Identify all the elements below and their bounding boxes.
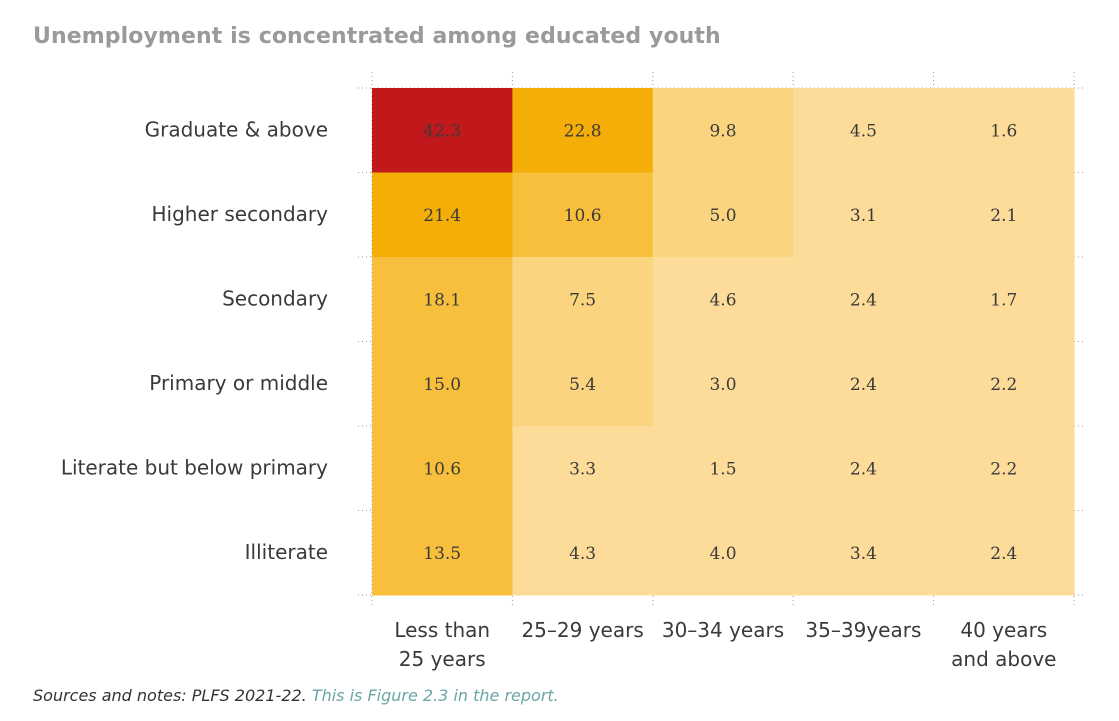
heatmap-cell <box>793 341 935 427</box>
column-label: 40 years and above <box>951 618 1056 671</box>
cell-value-label: 1.5 <box>709 459 736 479</box>
cell-value-label: 3.0 <box>709 375 736 395</box>
row-labels: Graduate & above Higher secondary Secondar… <box>61 117 328 564</box>
heatmap-cell <box>652 426 794 511</box>
cell-value-label: 4.6 <box>709 290 736 310</box>
cell-value-label: 13.5 <box>423 544 461 564</box>
heatmap-cell <box>652 172 794 258</box>
heatmap-cell <box>372 426 513 511</box>
cell-value-label: 2.4 <box>990 544 1017 564</box>
cell-value-label: 2.4 <box>850 290 877 310</box>
heatmap-cell <box>793 88 935 173</box>
cell-value-label: 5.4 <box>569 375 596 395</box>
cell-value-label: 10.6 <box>564 206 602 226</box>
heatmap-cell <box>793 426 935 511</box>
heatmap-cell <box>652 510 794 596</box>
row-label: Higher secondary <box>152 202 329 226</box>
chart-title: Unemployment is concentrated among educa… <box>33 24 721 49</box>
cell-value-label: 9.8 <box>709 121 736 141</box>
cell-value-label: 2.4 <box>850 459 877 479</box>
heatmap-cell <box>512 510 654 596</box>
heatmap-cell <box>372 510 513 596</box>
heatmap-cell <box>933 88 1075 173</box>
column-label: 35–39years <box>805 618 921 642</box>
heatmap-cell <box>933 172 1075 258</box>
row-label: Illiterate <box>245 540 328 564</box>
heatmap-cell <box>372 88 513 173</box>
heatmap-cell <box>512 88 654 173</box>
cell-value-label: 4.0 <box>709 544 736 564</box>
heatmap-cell <box>512 257 654 342</box>
cell-value-label: 21.4 <box>423 206 461 226</box>
heatmap-cell <box>372 257 513 342</box>
cell-value-label: 2.2 <box>990 459 1017 479</box>
heatmap-cell <box>372 341 513 427</box>
heatmap-cell <box>652 88 794 173</box>
heatmap-cells: 42.3 22.8 9.8 4.5 1.6 21.4 10.6 5.0 3.1 2.1 18.1 7.… <box>372 88 1075 596</box>
cell-value-label: 42.3 <box>423 121 461 141</box>
cell-value-label: 18.1 <box>423 290 461 310</box>
heatmap-cell <box>512 341 654 427</box>
heatmap-cell <box>933 426 1075 511</box>
cell-value-label: 5.0 <box>709 206 736 226</box>
cell-value-label: 1.6 <box>990 121 1017 141</box>
heatmap-cell <box>512 172 654 258</box>
column-label: 25–29 years <box>521 618 643 642</box>
cell-value-label: 4.3 <box>569 544 596 564</box>
cell-value-label: 2.1 <box>990 206 1017 226</box>
column-label: 30–34 years <box>662 618 784 642</box>
cell-value-label: 10.6 <box>423 459 461 479</box>
heatmap-cell <box>793 510 935 596</box>
cell-value-label: 3.4 <box>850 544 877 564</box>
row-label: Literate but below primary <box>61 455 328 479</box>
cell-value-label: 1.7 <box>990 290 1017 310</box>
heatmap-cell <box>933 510 1075 596</box>
heatmap-cell <box>793 257 935 342</box>
figure-reference-link[interactable]: This is Figure 2.3 in the report. <box>311 686 559 705</box>
heatmap-cell <box>933 341 1075 427</box>
cell-value-label: 15.0 <box>423 375 461 395</box>
cell-value-label: 2.4 <box>850 375 877 395</box>
heatmap-cell <box>652 341 794 427</box>
heatmap-cell <box>372 172 513 258</box>
heatmap-cell <box>652 257 794 342</box>
row-label: Primary or middle <box>149 371 328 395</box>
cell-value-label: 7.5 <box>569 290 596 310</box>
heatmap-cell <box>512 426 654 511</box>
cell-value-label: 3.1 <box>850 206 877 226</box>
row-label: Graduate & above <box>145 117 328 141</box>
cell-value-label: 3.3 <box>569 459 596 479</box>
sources-note: Sources and notes: PLFS 2021-22. <box>33 686 307 705</box>
cell-value-label: 4.5 <box>850 121 877 141</box>
heatmap-cell <box>933 257 1075 342</box>
row-label: Secondary <box>222 286 328 310</box>
cell-value-label: 2.2 <box>990 375 1017 395</box>
heatmap-cell <box>793 172 935 258</box>
chart-footer: Sources and notes: PLFS 2021-22. This is… <box>33 686 559 705</box>
column-label: Less than 25 years <box>394 618 490 671</box>
cell-value-label: 22.8 <box>564 121 602 141</box>
column-labels: Less than 25 years 25–29 years 30–34 years 3… <box>394 618 1056 671</box>
